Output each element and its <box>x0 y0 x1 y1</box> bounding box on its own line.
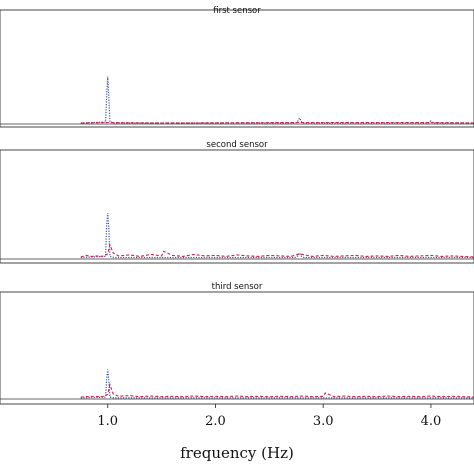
series-line-blue-dotted <box>80 76 474 124</box>
panel-first-sensor: first sensor <box>0 6 474 128</box>
panel-frame <box>0 149 474 264</box>
series-line-blue-dotted <box>80 369 474 399</box>
x-tick-label: 2.0 <box>205 414 226 429</box>
panel-title: third sensor <box>212 282 263 292</box>
series-line-blue-dotted <box>80 213 474 259</box>
series-line-red-dashed <box>80 242 474 258</box>
x-axis: 1.0 2.0 3.0 4.0 <box>97 404 441 429</box>
panel-second-sensor: second sensor <box>0 140 474 264</box>
panel-frame <box>0 291 474 405</box>
panel-title: first sensor <box>213 6 261 16</box>
series-layer <box>0 369 474 400</box>
x-tick-label: 4.0 <box>421 414 442 429</box>
panel-frame <box>0 9 474 128</box>
x-tick-label: 1.0 <box>97 414 118 429</box>
series-layer <box>0 76 474 125</box>
x-tick-label: 3.0 <box>313 414 334 429</box>
panel-third-sensor: third sensor <box>0 282 474 405</box>
panel-title: second sensor <box>206 140 268 150</box>
series-layer <box>0 213 474 260</box>
series-line-red-dashed <box>80 382 474 398</box>
x-axis-label: frequency (Hz) <box>180 444 294 462</box>
series-line-red-dashed <box>80 121 474 124</box>
